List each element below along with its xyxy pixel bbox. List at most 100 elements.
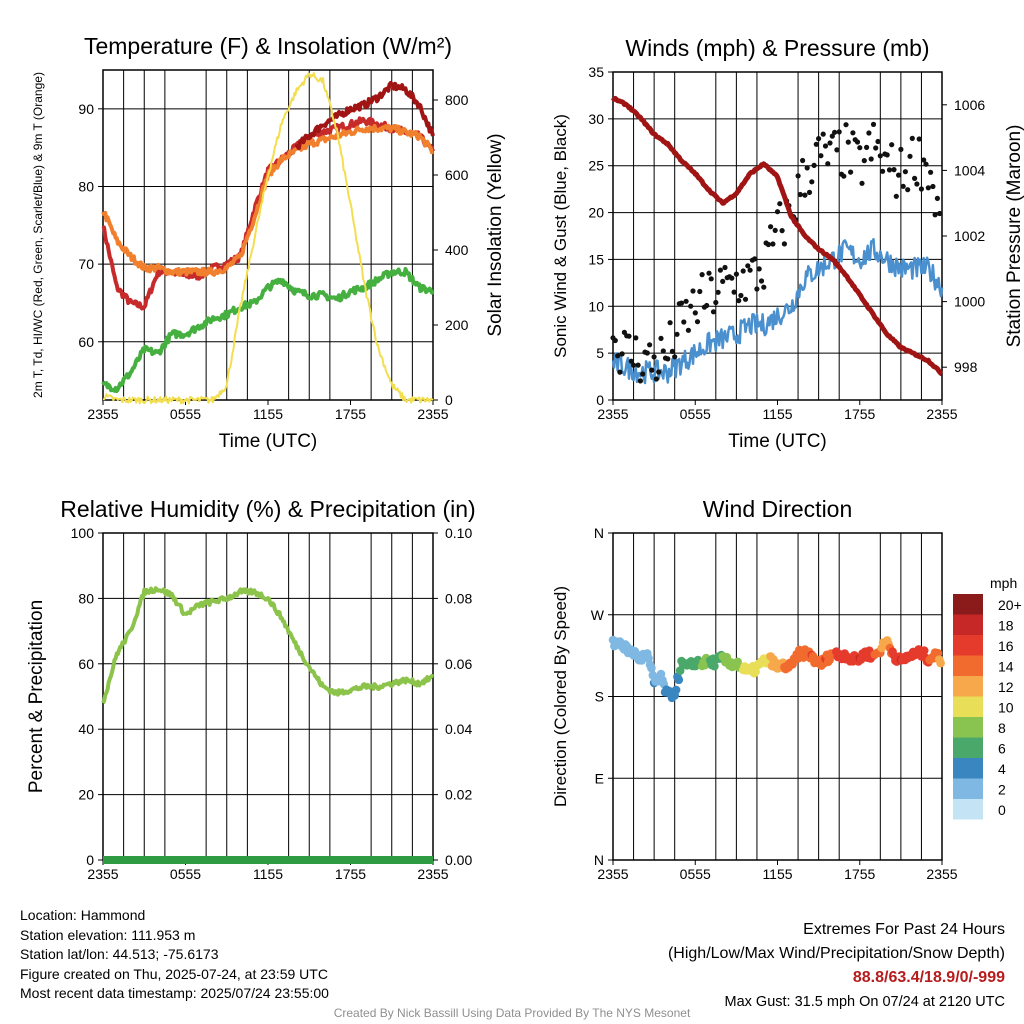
gust-point	[637, 378, 644, 384]
gust-point	[770, 241, 776, 247]
x-tick-label: 1755	[844, 866, 875, 882]
gust-point	[797, 191, 803, 198]
gust-point	[827, 140, 833, 146]
gust-point	[804, 165, 810, 171]
gust-point	[635, 362, 641, 368]
extremes-values: 88.8/63.4/18.9/0/-999	[852, 969, 1005, 986]
gust-point	[822, 143, 829, 149]
gust-point	[740, 268, 746, 274]
gust-point	[704, 302, 710, 309]
gust-point	[781, 241, 788, 247]
y-tick-label: 20	[78, 787, 94, 803]
colorbar-label: 6	[998, 741, 1006, 757]
gust-point	[653, 376, 660, 382]
x-tick-label: 2355	[926, 406, 957, 422]
y-tick-label: 80	[78, 178, 94, 194]
gust-point	[861, 158, 867, 164]
gust-point	[656, 369, 662, 375]
colorbar-label: 16	[998, 638, 1014, 654]
chart-title: Wind Direction	[703, 496, 853, 522]
gust-point	[647, 342, 653, 348]
x-tick-label: 1755	[335, 866, 366, 882]
gust-point	[672, 354, 678, 360]
series-line-9m-t	[101, 123, 435, 277]
series-line-station-pressure	[610, 96, 944, 377]
gust-point	[706, 270, 712, 276]
gust-point	[841, 173, 847, 179]
y-tick-label: 30	[588, 111, 604, 127]
colorbar-swatch	[953, 758, 983, 779]
extremes-subtitle: (High/Low/Max Wind/Precipitation/Snow De…	[667, 945, 1005, 962]
gust-point	[902, 169, 909, 175]
x-tick-label: 1755	[335, 406, 366, 422]
latlon-text: Station lat/lon: 44.513; -75.6173	[20, 946, 219, 962]
direction-point	[936, 658, 945, 668]
gust-point	[912, 175, 918, 181]
extremes-title: Extremes For Past 24 Hours	[803, 921, 1005, 938]
gust-point	[736, 298, 742, 304]
gust-point	[690, 288, 696, 294]
chart-title: Winds (mph) & Pressure (mb)	[625, 35, 929, 61]
plot-frame	[102, 69, 434, 401]
colorbar-swatch	[953, 696, 983, 717]
gust-point	[834, 147, 840, 153]
station-info: Location: Hammond Station elevation: 111…	[20, 906, 329, 1004]
gust-point	[896, 172, 902, 178]
y2-tick-label: 0.02	[445, 787, 472, 803]
gust-point	[628, 358, 634, 364]
x-tick-label: 2355	[597, 866, 628, 882]
colorbar-label: 8	[998, 720, 1006, 736]
y2-axis-label: Solar Insolation (Yellow)	[485, 133, 506, 336]
x-tick-label: 1155	[762, 406, 792, 422]
y-tick-label: 40	[78, 721, 94, 737]
colorbar-label: 18	[998, 618, 1014, 634]
gust-point	[925, 185, 931, 191]
gust-point	[738, 292, 744, 299]
gust-point	[758, 278, 765, 284]
y2-axis-label: Station Pressure (Maroon)	[1004, 125, 1024, 348]
x-axis-label: Time (UTC)	[728, 431, 827, 452]
gust-point	[914, 181, 920, 187]
gust-point	[859, 180, 865, 186]
y-tick-label: 25	[588, 158, 604, 174]
x-tick-label: 2355	[417, 866, 448, 882]
plot-frame	[612, 71, 943, 401]
gust-point	[747, 267, 753, 273]
colorbar-swatch	[953, 655, 983, 676]
gust-point	[886, 167, 893, 173]
y2-tick-label: 0.06	[445, 656, 472, 672]
y-tick-label: 0	[596, 392, 604, 408]
gust-point	[779, 228, 785, 234]
gust-point	[752, 256, 758, 262]
x-tick-label: 0555	[170, 866, 201, 882]
y-tick-label: W	[591, 607, 605, 623]
gust-point	[818, 153, 824, 159]
gust-point	[669, 348, 676, 354]
y-axis-label: 2m T, Td, HI/WC (Red, Green, Scarlet/Blu…	[31, 72, 45, 398]
gust-point	[674, 331, 680, 337]
gust-point	[795, 173, 801, 179]
y-tick-label: E	[595, 770, 604, 786]
x-tick-label: 1155	[253, 406, 283, 422]
colorbar-label: 12	[998, 679, 1014, 695]
y2-tick-label: 1000	[954, 294, 985, 310]
gust-point	[930, 183, 936, 190]
gust-point	[660, 348, 666, 354]
colorbar-swatch	[953, 778, 983, 799]
gust-point	[909, 135, 915, 141]
gust-point	[612, 337, 618, 344]
gust-point	[777, 201, 783, 207]
gust-point	[884, 152, 890, 158]
elevation-text: Station elevation: 111.953 m	[20, 926, 196, 943]
x-tick-label: 2355	[87, 406, 118, 422]
gust-point	[875, 138, 881, 145]
gust-point	[631, 362, 637, 368]
gust-point	[772, 227, 778, 233]
y2-tick-label: 0.08	[445, 590, 472, 606]
gust-point	[761, 284, 767, 290]
max-gust-text: Max Gust: 31.5 mph On 07/24 at 2120 UTC	[724, 994, 1005, 1010]
y2-tick-label: 1006	[954, 97, 985, 113]
colorbar-swatch	[953, 614, 983, 635]
y-tick-label: 60	[78, 656, 94, 672]
gust-point	[916, 136, 922, 142]
